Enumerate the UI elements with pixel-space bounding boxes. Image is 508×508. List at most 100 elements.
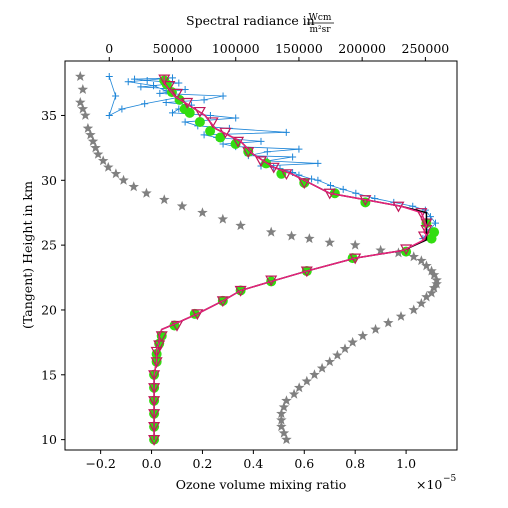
series-stars bbox=[75, 71, 442, 445]
star-marker bbox=[90, 142, 101, 153]
star-marker bbox=[309, 369, 320, 380]
plus-marker bbox=[112, 92, 120, 100]
star-marker bbox=[281, 395, 292, 406]
star-marker bbox=[416, 297, 427, 308]
top-axis-label-prefix: Spectral radiance in bbox=[186, 13, 315, 28]
dot-marker bbox=[299, 177, 310, 188]
plus-marker bbox=[150, 82, 158, 90]
y-tick-label: 30 bbox=[41, 173, 57, 188]
star-marker bbox=[197, 207, 208, 218]
plus-marker bbox=[314, 159, 322, 167]
star-marker bbox=[92, 148, 104, 159]
x-tick-label: 0.4 bbox=[243, 456, 263, 471]
dot-marker bbox=[205, 126, 216, 137]
star-marker bbox=[421, 260, 432, 271]
plus-marker bbox=[181, 118, 189, 126]
triangle-marker bbox=[280, 169, 293, 181]
plus-marker bbox=[118, 105, 126, 113]
x-tick-label: 0.0 bbox=[142, 456, 162, 471]
x2-tick-label: 150000 bbox=[275, 41, 323, 56]
plus-marker bbox=[219, 92, 227, 100]
plus-marker bbox=[105, 111, 113, 119]
star-marker bbox=[85, 129, 96, 140]
plus-marker bbox=[339, 185, 347, 193]
star-marker bbox=[293, 382, 305, 393]
triangle-marker bbox=[193, 106, 206, 118]
star-marker bbox=[288, 388, 300, 399]
star-marker bbox=[349, 239, 361, 250]
x-tick-label: 1.0 bbox=[396, 456, 416, 471]
star-marker bbox=[82, 122, 94, 133]
star-marker bbox=[75, 96, 86, 107]
plus-marker bbox=[314, 176, 322, 184]
x2-tick-label: 250000 bbox=[402, 41, 450, 56]
plot-area bbox=[65, 61, 457, 450]
plus-marker bbox=[289, 153, 297, 161]
plus-marker bbox=[232, 114, 240, 122]
star-marker bbox=[286, 230, 297, 241]
star-marker bbox=[393, 247, 404, 258]
triangle-marker bbox=[234, 285, 247, 297]
plus-marker bbox=[282, 128, 290, 136]
top-axis-label: Spectral radiance in Wcm m²sr bbox=[186, 13, 334, 35]
star-marker bbox=[77, 103, 89, 114]
star-marker bbox=[217, 213, 229, 224]
dot-marker bbox=[329, 188, 340, 199]
plus-marker bbox=[168, 109, 176, 117]
triangle-marker bbox=[148, 370, 161, 382]
x-tick-label: −0.2 bbox=[85, 456, 115, 471]
star-marker bbox=[118, 174, 129, 185]
dot-marker bbox=[243, 146, 254, 157]
star-marker bbox=[278, 401, 290, 412]
left-axis: 10 15 20 25 30 35 bbox=[41, 108, 65, 447]
star-marker bbox=[426, 287, 437, 298]
dot-marker bbox=[429, 227, 440, 238]
star-marker bbox=[301, 375, 313, 386]
plus-marker bbox=[105, 73, 113, 81]
star-marker bbox=[408, 251, 419, 262]
y-tick-label: 20 bbox=[41, 302, 57, 317]
triangle-marker bbox=[298, 178, 311, 190]
triangle-marker bbox=[415, 208, 428, 219]
plus-marker bbox=[327, 181, 335, 189]
x-tick-label: 0.6 bbox=[294, 456, 314, 471]
plus-marker bbox=[156, 89, 164, 97]
star-marker bbox=[370, 323, 381, 334]
x2-tick-label: 100000 bbox=[212, 41, 260, 56]
star-marker bbox=[80, 109, 91, 120]
series-layer bbox=[75, 71, 442, 446]
plus-marker bbox=[219, 140, 227, 148]
dot-marker bbox=[194, 116, 205, 127]
star-marker bbox=[235, 220, 246, 231]
star-marker bbox=[304, 233, 315, 244]
triangle-marker bbox=[170, 88, 184, 100]
star-marker bbox=[416, 255, 427, 266]
star-marker bbox=[110, 168, 122, 179]
star-marker bbox=[87, 135, 99, 146]
star-marker bbox=[375, 244, 386, 255]
top-axis: 0 50000 100000 150000 200000 250000 bbox=[105, 41, 449, 61]
plus-marker bbox=[141, 100, 149, 108]
star-marker bbox=[339, 343, 351, 354]
star-marker bbox=[141, 187, 152, 198]
x-offset-exponent: −5 bbox=[443, 474, 457, 484]
y-tick-label: 25 bbox=[41, 238, 57, 253]
star-marker bbox=[276, 414, 287, 425]
star-marker bbox=[265, 226, 277, 237]
plus-marker bbox=[181, 86, 189, 94]
x2-tick-label: 0 bbox=[105, 41, 113, 56]
plus-marker bbox=[175, 79, 183, 87]
star-marker bbox=[324, 237, 335, 247]
series-line bbox=[108, 76, 437, 239]
star-marker bbox=[276, 408, 287, 419]
plus-marker bbox=[200, 131, 208, 139]
x-axis-label: Ozone volume mixing ratio bbox=[176, 477, 347, 492]
plus-marker bbox=[162, 98, 170, 106]
plus-marker bbox=[131, 75, 139, 83]
plot-frame bbox=[64, 60, 458, 451]
star-marker bbox=[347, 336, 358, 347]
series-line bbox=[153, 76, 428, 440]
x-tick-label: 0.2 bbox=[193, 456, 213, 471]
star-marker bbox=[421, 291, 432, 302]
